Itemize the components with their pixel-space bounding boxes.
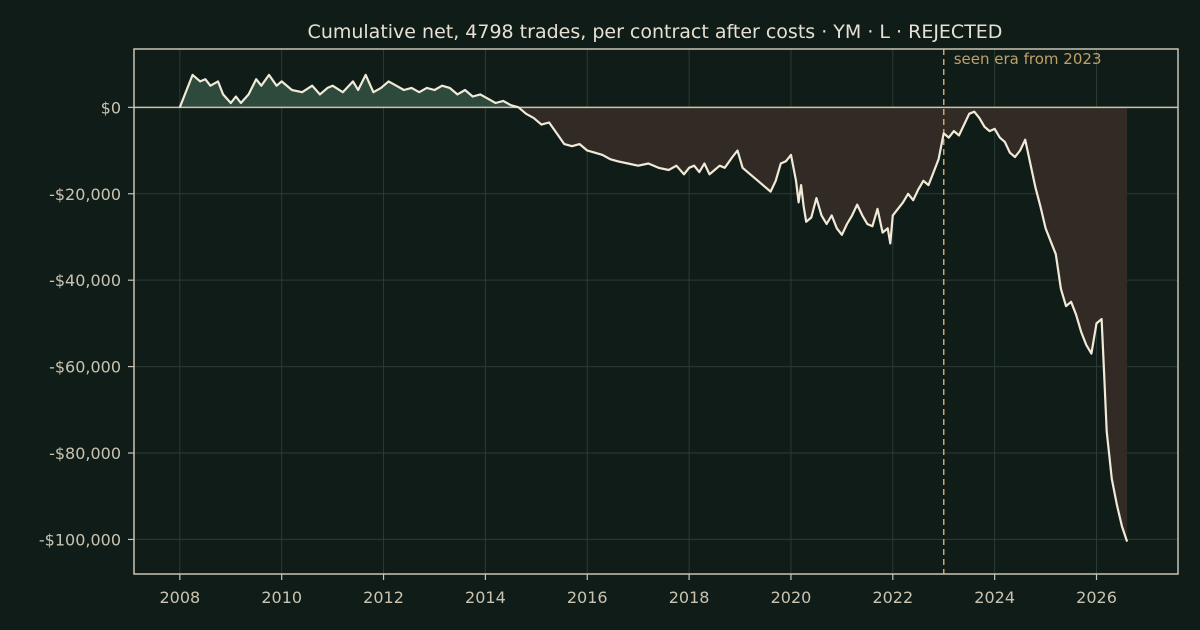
area-fills [179,74,1128,542]
x-tick-label: 2018 [669,588,710,607]
x-tick-label: 2026 [1076,588,1117,607]
y-tick-label: $0 [101,98,121,117]
positive-area-fill [179,74,1128,108]
negative-area-fill [179,107,1128,542]
y-tick-label: -$80,000 [49,444,121,463]
y-tick-label: -$100,000 [39,530,121,549]
cumulative-net-line [178,73,1129,542]
plot-frame [133,48,1179,575]
y-tick-label: -$20,000 [49,185,121,204]
x-tick-label: 2012 [363,588,404,607]
x-tick-label: 2014 [465,588,506,607]
axes: 2008 2010 2012 2014 2016 2018 2020 2022 2024 2026… [39,48,1179,607]
x-tick-label: 2022 [872,588,913,607]
x-tick-label: 2016 [567,588,608,607]
x-tick-label: 2008 [159,588,200,607]
y-tick-label: -$60,000 [49,358,121,377]
x-tick-label: 2010 [261,588,302,607]
y-tick-label: -$40,000 [49,271,121,290]
chart-title: Cumulative net, 4798 trades, per contrac… [308,21,1003,43]
seen-era-label: seen era from 2023 [954,50,1102,68]
x-tick-label: 2024 [974,588,1015,607]
x-tick-label: 2020 [771,588,812,607]
annotation-layer: seen era from 2023 [942,49,1102,574]
series-line-layer [178,73,1129,542]
